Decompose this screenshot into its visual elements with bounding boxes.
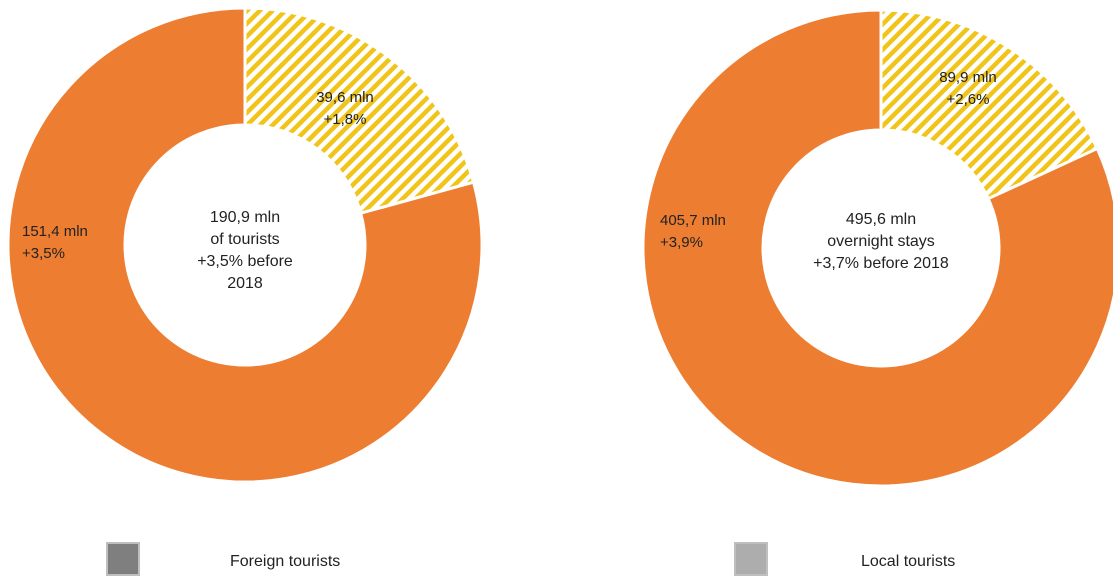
donut-slice-foreign-tourists — [6, 6, 484, 484]
slice-label-foreign-tourists: 405,7 mln +3,9% — [660, 212, 726, 251]
legend-label-foreign-tourists: Foreign tourists — [230, 553, 340, 570]
slice-label-local-tourists: 89,9 mln +2,6% — [939, 69, 997, 108]
donut-chart-tourists: 39,6 mln +1,8% 151,4 mln +3,5% 190,9 mln of t… — [6, 6, 484, 484]
legend-label-local-tourists: Local tourists — [861, 553, 955, 570]
donut-center-label: 190,9 mln of tourists +3,5% before 2018 — [197, 209, 293, 292]
donut-chart-overnight-stays: 89,9 mln +2,6% 405,7 mln +3,9% 495,6 mln over… — [641, 8, 1113, 488]
legend: Foreign tourists Local tourists — [106, 542, 955, 576]
donut-slice-local-tourists — [879, 8, 1100, 201]
donut-center-label: 495,6 mln overnight stays +3,7% before 201… — [813, 211, 949, 272]
legend-swatch-foreign-tourists — [106, 542, 140, 576]
slice-label-local-tourists: 39,6 mln +1,8% — [316, 89, 374, 128]
legend-swatch-local-tourists — [734, 542, 768, 576]
slice-label-foreign-tourists: 151,4 mln +3,5% — [22, 223, 88, 262]
donut-slice-foreign-tourists — [641, 8, 1113, 488]
donut-slice-local-tourists — [243, 6, 476, 216]
